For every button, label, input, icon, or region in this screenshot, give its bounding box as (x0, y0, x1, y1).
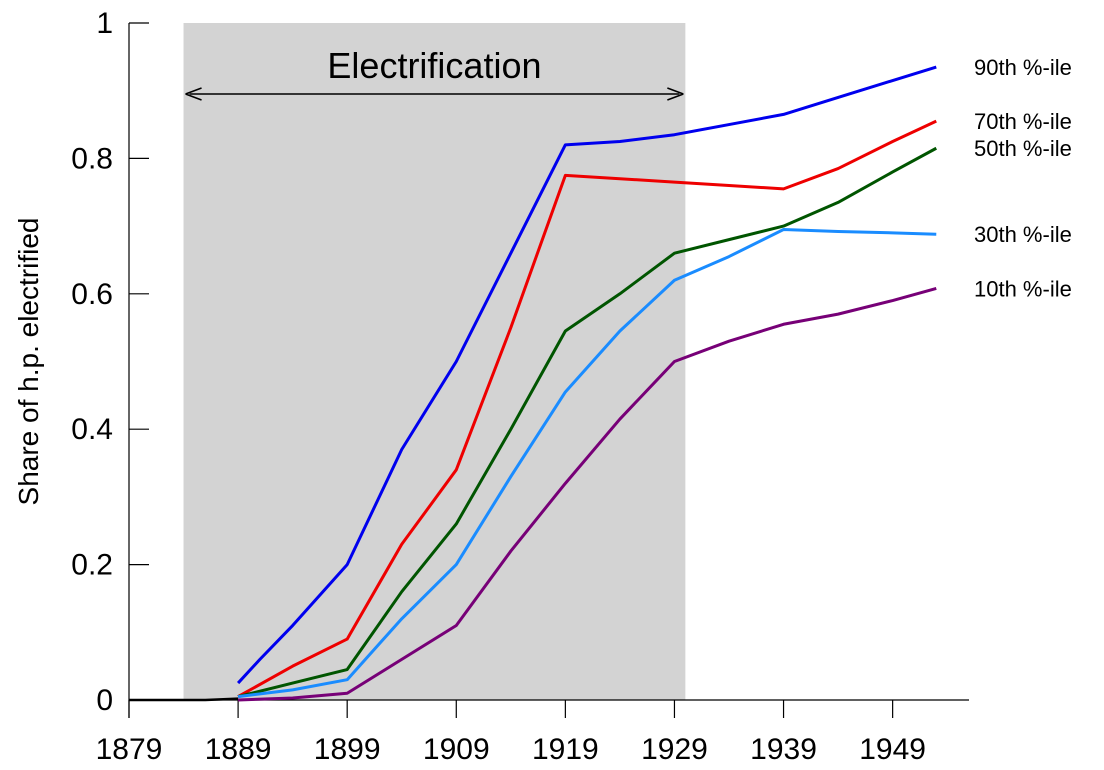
series-line-1 (236, 65, 937, 685)
arrow-head-right (667, 87, 684, 101)
electrification-band (183, 23, 686, 700)
shaded-band-layer: Electrification (183, 23, 686, 700)
y-axis-title: Share of h.p. electrified (13, 218, 44, 506)
x-tick-label: 1879 (96, 733, 163, 766)
y-tick-label: 0 (96, 684, 113, 717)
axes-layer: 0 0.2 0.4 0.6 0.8 1 1879 1889 1899 1909 1919 1929 19… (13, 7, 969, 766)
x-tick-label: 1949 (859, 733, 926, 766)
electrification-label: Electrification (327, 45, 541, 86)
y-tick-label: 0.2 (71, 549, 113, 582)
series-label-5: 10th %-ile (974, 276, 1072, 301)
series-label-4: 30th %-ile (974, 222, 1072, 247)
series-line-3 (237, 146, 937, 699)
y-tick-label: 0.4 (71, 413, 113, 446)
series-line-4 (237, 227, 937, 699)
series-line-2 (237, 119, 937, 698)
x-tick-label: 1899 (314, 733, 381, 766)
x-tick-label: 1909 (423, 733, 490, 766)
arrow-head-left (185, 87, 202, 101)
series-layer (129, 65, 937, 702)
y-tick-label: 0.8 (71, 142, 113, 175)
series-label-1: 90th %-ile (974, 55, 1072, 80)
series-label-2: 70th %-ile (974, 109, 1072, 134)
baseline-line (129, 697, 239, 702)
series-label-3: 50th %-ile (974, 136, 1072, 161)
series-line-5 (238, 286, 937, 702)
x-tick-label: 1939 (750, 733, 817, 766)
x-tick-label: 1919 (532, 733, 599, 766)
x-tick-label: 1929 (641, 733, 708, 766)
y-tick-label: 1 (96, 7, 113, 40)
y-tick-label: 0.6 (71, 278, 113, 311)
x-tick-label: 1889 (205, 733, 272, 766)
